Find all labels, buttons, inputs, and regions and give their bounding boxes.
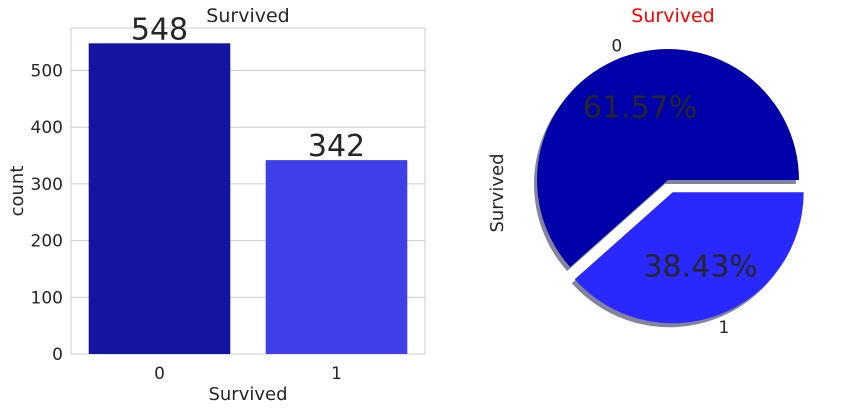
- bar-chart-y-axis-label: count: [7, 166, 28, 217]
- bar-chart-bars: [88, 43, 408, 354]
- pie-chart: Survived Survived 01 61.57%38.43%: [487, 5, 804, 338]
- pie-slice-label: 0: [611, 36, 622, 56]
- bar-1: [265, 160, 408, 354]
- bar-y-tick-label: 200: [31, 232, 63, 252]
- bar-x-tick-label: 1: [331, 364, 342, 384]
- pie-chart-y-axis-label: Survived: [487, 153, 508, 232]
- bar-y-tick-label: 300: [31, 175, 63, 195]
- pie-slice-0: [537, 49, 799, 268]
- pie-percent-label: 61.57%: [583, 91, 697, 126]
- pie-chart-slices: [537, 49, 804, 324]
- pie-slice-label: 1: [718, 318, 729, 338]
- pie-chart-percent-labels: 61.57% 38.43%: [583, 91, 758, 285]
- bar-chart-title: Survived: [206, 5, 289, 27]
- bar-chart-data-labels: 548 342: [131, 12, 365, 164]
- bar-data-label: 342: [308, 129, 365, 164]
- bar-data-label: 548: [131, 12, 188, 47]
- bar-chart-x-axis-label: Survived: [208, 384, 287, 405]
- bar-x-tick-label: 0: [154, 364, 165, 384]
- bar-y-tick-label: 0: [52, 345, 63, 365]
- pie-chart-slice-labels: 01: [611, 36, 729, 338]
- bar-y-tick-label: 400: [31, 118, 63, 138]
- pie-percent-label: 38.43%: [643, 250, 757, 285]
- pie-chart-title: Survived: [631, 5, 714, 27]
- bar-0: [88, 43, 231, 354]
- bar-chart-y-ticks: 0 100 200 300 400 500: [31, 62, 63, 365]
- bar-y-tick-label: 500: [31, 62, 63, 82]
- pie-slice-1: [574, 192, 804, 324]
- bar-y-tick-label: 100: [31, 288, 63, 308]
